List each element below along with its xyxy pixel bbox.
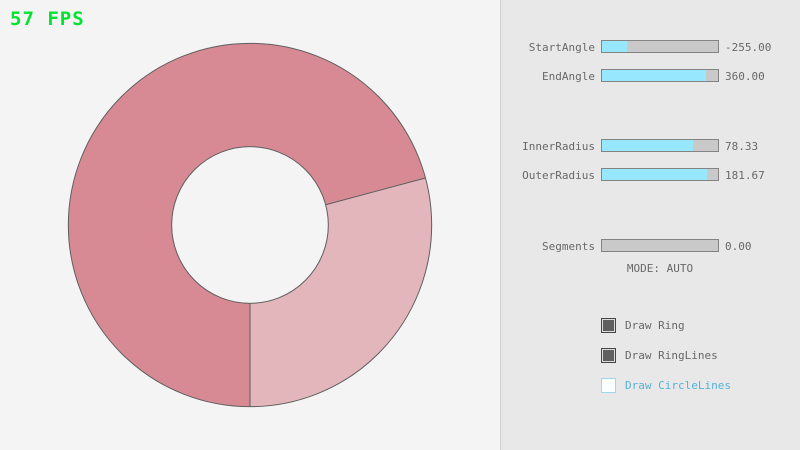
endangle-slider[interactable] (601, 69, 719, 82)
endangle-label: EndAngle (542, 70, 595, 83)
segments-slider[interactable] (601, 239, 719, 252)
draw-circlelines-checkbox[interactable] (601, 378, 616, 393)
outerradius-slider[interactable] (601, 168, 719, 181)
outerradius-value: 181.67 (725, 169, 765, 182)
outerradius-label: OuterRadius (522, 169, 595, 182)
ring-dark-sector (68, 43, 426, 407)
controls-panel: StartAngle -255.00 EndAngle 360.00 Inner… (500, 0, 800, 450)
draw-ringlines-label: Draw RingLines (625, 349, 718, 362)
draw-ring-checkbox[interactable] (601, 318, 616, 333)
ring-chart (67, 42, 433, 408)
ring-inner-outline (171, 146, 329, 304)
innerradius-label: InnerRadius (522, 140, 595, 153)
slider-row-segments: Segments 0.00 (501, 239, 800, 253)
startangle-slider[interactable] (601, 40, 719, 53)
fps-counter: 57 FPS (10, 8, 85, 30)
innerradius-slider-fill (602, 140, 693, 151)
segments-label: Segments (542, 240, 595, 253)
draw-circlelines-label: Draw CircleLines (625, 379, 731, 392)
slider-row-endangle: EndAngle 360.00 (501, 69, 800, 83)
endangle-slider-fill (602, 70, 707, 81)
startangle-slider-fill (602, 41, 628, 52)
endangle-value: 360.00 (725, 70, 765, 83)
outerradius-slider-fill (602, 169, 708, 180)
draw-ring-label: Draw Ring (625, 319, 685, 332)
startangle-label: StartAngle (528, 41, 595, 54)
slider-row-outerradius: OuterRadius 181.67 (501, 168, 800, 182)
innerradius-slider[interactable] (601, 139, 719, 152)
draw-ringlines-checkbox[interactable] (601, 348, 616, 363)
slider-row-innerradius: InnerRadius 78.33 (501, 139, 800, 153)
startangle-value: -255.00 (725, 41, 772, 54)
ring-edge-line-right (325, 177, 426, 206)
mode-label: MODE: AUTO (626, 262, 694, 275)
innerradius-value: 78.33 (725, 140, 759, 153)
segments-value: 0.00 (725, 240, 752, 253)
slider-row-startangle: StartAngle -255.00 (501, 40, 800, 54)
